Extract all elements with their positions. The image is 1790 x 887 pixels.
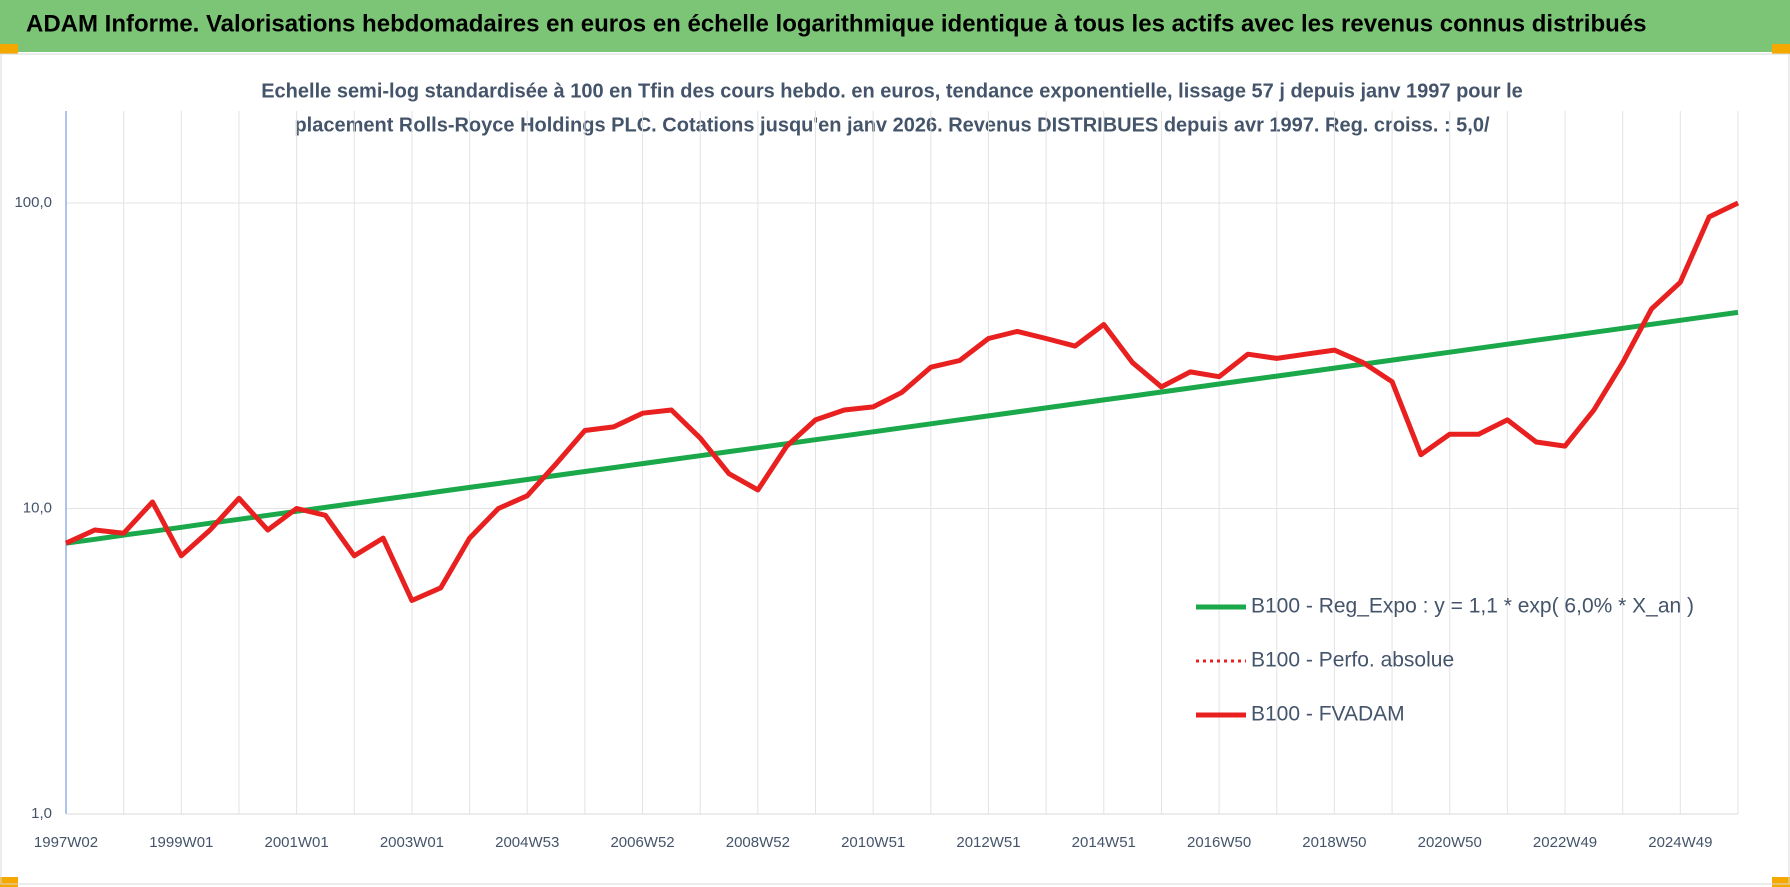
x-tick-label: 2010W51 — [841, 834, 905, 851]
x-tick-label: 2008W52 — [726, 834, 790, 851]
chart-subtitle: placement Rolls-Royce Holdings PLC. Cota… — [294, 114, 1490, 136]
series-line — [64, 200, 1740, 603]
x-tick-label: 2016W50 — [1187, 834, 1251, 851]
header-title: ADAM Informe. Valorisations hebdomadaire… — [26, 10, 1646, 37]
chart-title: Echelle semi-log standardisée à 100 en T… — [261, 80, 1523, 102]
x-tick-label: 1999W01 — [149, 834, 213, 851]
x-tick-label: 1997W02 — [34, 834, 98, 851]
y-tick-label: 1,0 — [31, 805, 52, 822]
corner — [1772, 877, 1790, 887]
corner — [1772, 44, 1790, 54]
legend-label: B100 - Perfo. absolue — [1251, 649, 1454, 672]
x-tick-label: 2018W50 — [1302, 834, 1366, 851]
x-tick-label: 2014W51 — [1072, 834, 1136, 851]
x-tick-label: 2001W01 — [265, 834, 329, 851]
x-tick-label: 2006W52 — [610, 834, 674, 851]
x-tick-label: 2020W50 — [1418, 834, 1482, 851]
y-tick-label: 10,0 — [23, 499, 52, 516]
header-bar — [0, 0, 1790, 52]
legend-label: B100 - FVADAM — [1251, 703, 1405, 726]
y-tick-label: 100,0 — [14, 194, 52, 211]
corner — [0, 44, 18, 54]
x-tick-label: 2012W51 — [956, 834, 1020, 851]
x-tick-label: 2024W49 — [1648, 834, 1712, 851]
legend-label: B100 - Reg_Expo : y = 1,1 * exp( 6,0% * … — [1251, 595, 1694, 618]
frame — [0, 53, 1790, 885]
series-line — [65, 309, 1739, 546]
x-tick-label: 2003W01 — [380, 834, 444, 851]
x-tick-label: 2022W49 — [1533, 834, 1597, 851]
corner — [0, 877, 18, 887]
x-tick-label: 2004W53 — [495, 834, 559, 851]
